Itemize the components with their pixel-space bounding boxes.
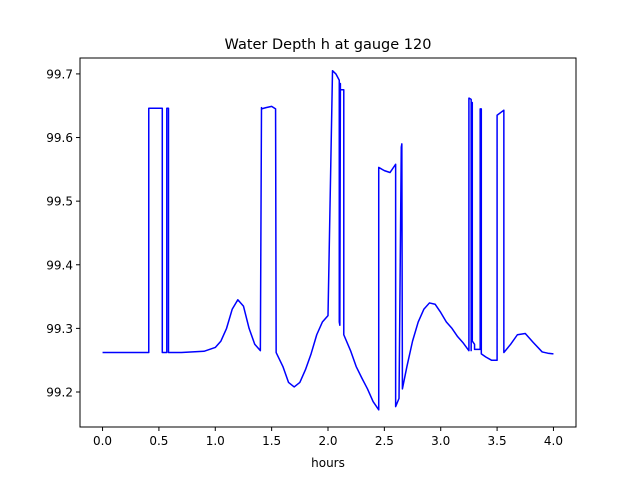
- x-tick-label: 3.0: [431, 434, 450, 448]
- x-axis-label: hours: [311, 456, 345, 470]
- y-tick-label: 99.3: [46, 322, 73, 336]
- x-tick-label: 2.5: [375, 434, 394, 448]
- y-tick-label: 99.5: [46, 195, 73, 209]
- y-tick-label: 99.6: [46, 131, 73, 145]
- x-tick-label: 0.5: [149, 434, 168, 448]
- x-axis: 0.0 0.5 1.0 1.5 2.0 2.5 3.0 3.5 4.0: [93, 427, 563, 448]
- y-axis: 99.2 99.3 99.4 99.5 99.6 99.7: [46, 67, 80, 400]
- y-tick-label: 99.2: [46, 386, 73, 400]
- x-tick-label: 0.0: [93, 434, 112, 448]
- y-tick-label: 99.4: [46, 258, 73, 272]
- x-tick-label: 1.5: [262, 434, 281, 448]
- plot-area: [102, 69, 554, 411]
- x-tick-label: 4.0: [544, 434, 563, 448]
- series-line-0: [102, 69, 554, 411]
- x-tick-label: 1.0: [206, 434, 225, 448]
- x-tick-label: 2.0: [318, 434, 337, 448]
- chart-title: Water Depth h at gauge 120: [225, 37, 432, 53]
- x-tick-label: 3.5: [488, 434, 507, 448]
- y-tick-label: 99.7: [46, 67, 73, 81]
